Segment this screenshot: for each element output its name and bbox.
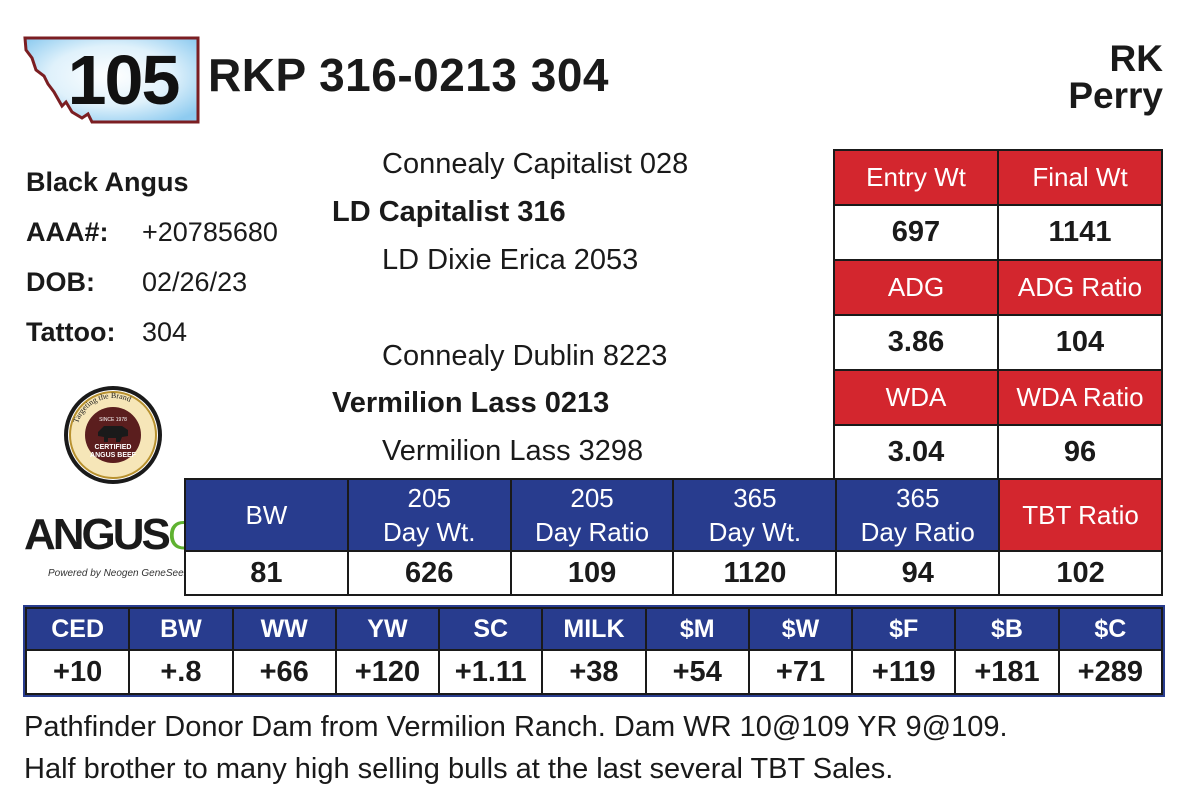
entry-wt-header: Entry Wt (833, 149, 999, 206)
perf-header-365-day-wt: 365 Day Wt. (672, 478, 838, 552)
dob-value: 02/26/23 (142, 267, 248, 297)
tattoo-row: Tattoo: 304 (26, 316, 187, 348)
epd-value-f: +119 (851, 649, 957, 695)
comment-line-2: Half brother to many high selling bulls … (24, 753, 894, 785)
epd-value-b: +181 (954, 649, 1060, 695)
consignor-line-1: RK (1109, 38, 1163, 79)
consignor-line-2: Perry (1068, 75, 1163, 116)
pedigree-dam-sire: Connealy Dublin 8223 (382, 340, 668, 372)
perf-value-205-day-ratio: 109 (509, 550, 675, 596)
epd-value-bw: +.8 (128, 649, 234, 695)
epd-header-ww: WW (231, 607, 337, 651)
lot-number: 105 (67, 41, 181, 119)
epd-header-w: $W (747, 607, 854, 651)
perf-value-365-day-ratio: 94 (835, 550, 1001, 596)
perf-header-365-day-ratio: 365 Day Ratio (835, 478, 1001, 552)
tattoo-value: 304 (142, 317, 188, 347)
epd-header-sc: SC (438, 607, 544, 651)
epd-value-ced: +10 (24, 649, 131, 695)
angus-gs-main: ANGUS (24, 510, 171, 559)
comment-line-1: Pathfinder Donor Dam from Vermilion Ranc… (24, 711, 1008, 743)
epd-value-w: +71 (747, 649, 854, 695)
lot-comments: Pathfinder Donor Dam from Vermilion Ranc… (24, 706, 1174, 790)
certified-angus-beef-logo: Targeting the Brand SINCE 1978 CERTIFIED… (64, 386, 162, 484)
wda-value: 3.04 (833, 424, 999, 481)
epd-header-ced: CED (24, 607, 131, 651)
wda-ratio-value: 96 (997, 424, 1163, 481)
epd-header-bw: BW (128, 607, 234, 651)
pedigree-sire-dam: LD Dixie Erica 2053 (382, 244, 639, 276)
epd-value-m: +54 (644, 649, 750, 695)
epd-table: CED BW WW YW SC MILK $M $W $F $B $C +10 … (24, 607, 1164, 695)
epd-value-c: +289 (1057, 649, 1164, 695)
epd-value-yw: +120 (334, 649, 441, 695)
perf-header-205-day-ratio: 205 Day Ratio (509, 478, 675, 552)
angus-gs-subtitle: Powered by Neogen GeneSeek (48, 568, 189, 579)
aaa-value: +20785680 (142, 217, 278, 247)
animal-id: RKP 316-0213 304 (208, 49, 609, 101)
epd-header-m: $M (644, 607, 750, 651)
epd-value-milk: +38 (541, 649, 647, 695)
final-wt-value: 1141 (997, 204, 1163, 261)
aaa-label: AAA#: (26, 217, 109, 247)
angus-gs-logo: ANGUSGS Powered by Neogen GeneSeek (24, 510, 225, 580)
epd-header-yw: YW (334, 607, 441, 651)
svg-text:CERTIFIED: CERTIFIED (95, 444, 132, 451)
perf-value-tbt-ratio: 102 (998, 550, 1163, 596)
pedigree-sire: LD Capitalist 316 (332, 196, 566, 228)
adg-ratio-value: 104 (997, 314, 1163, 371)
entry-wt-value: 697 (833, 204, 999, 261)
epd-header-b: $B (954, 607, 1060, 651)
wda-ratio-header: WDA Ratio (997, 369, 1163, 426)
consignor-name: RK Perry (1068, 40, 1163, 114)
adg-ratio-header: ADG Ratio (997, 259, 1163, 316)
tattoo-label: Tattoo: (26, 317, 116, 347)
pedigree-dam-dam: Vermilion Lass 3298 (382, 435, 644, 467)
perf-value-365-day-wt: 1120 (672, 550, 838, 596)
breed-label: Black Angus (26, 167, 189, 197)
epd-header-c: $C (1057, 607, 1164, 651)
svg-text:ANGUS BEEF: ANGUS BEEF (90, 452, 137, 459)
pedigree-dam: Vermilion Lass 0213 (332, 387, 610, 419)
perf-header-bw: BW (184, 478, 349, 552)
perf-value-205-day-wt: 626 (346, 550, 512, 596)
weight-stats-table: Entry Wt Final Wt 697 1141 ADG ADG Ratio… (833, 149, 1163, 481)
epd-value-sc: +1.11 (438, 649, 544, 695)
adg-value: 3.86 (833, 314, 999, 371)
svg-text:SINCE 1978: SINCE 1978 (99, 417, 127, 423)
dob-label: DOB: (26, 267, 95, 297)
perf-header-205-day-wt: 205 Day Wt. (346, 478, 512, 552)
perf-value-bw: 81 (184, 550, 349, 596)
epd-header-milk: MILK (541, 607, 647, 651)
dob-row: DOB: 02/26/23 (26, 266, 247, 298)
aaa-row: AAA#: +20785680 (26, 216, 278, 248)
perf-header-tbt-ratio: TBT Ratio (998, 478, 1163, 552)
wda-header: WDA (833, 369, 999, 426)
adg-header: ADG (833, 259, 999, 316)
performance-table: BW 205 Day Wt. 205 Day Ratio 365 Day Wt. 36… (184, 478, 1163, 596)
final-wt-header: Final Wt (997, 149, 1163, 206)
montana-lot-badge (23, 36, 200, 124)
epd-value-ww: +66 (231, 649, 337, 695)
epd-header-f: $F (851, 607, 957, 651)
pedigree-sire-sire: Connealy Capitalist 028 (382, 148, 689, 180)
